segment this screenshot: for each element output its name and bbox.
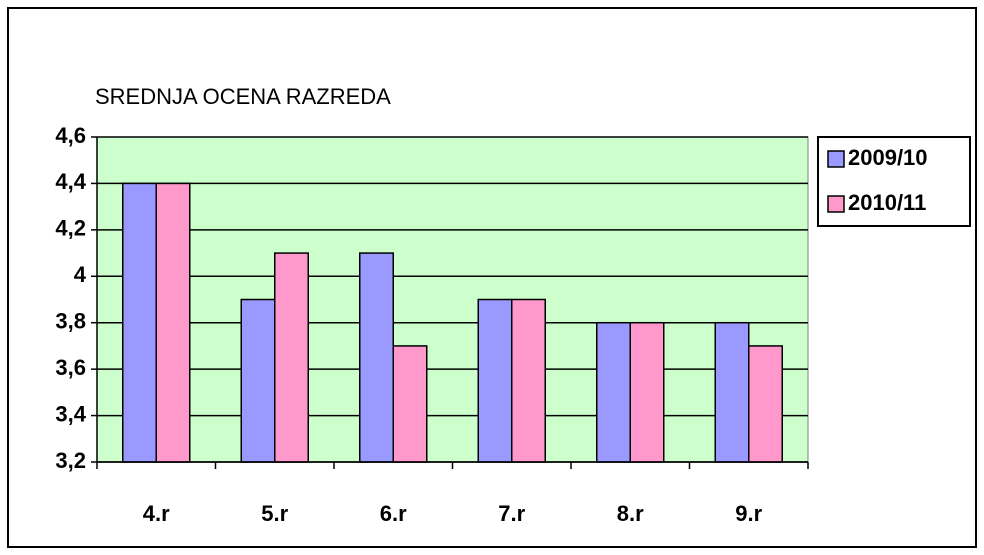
- bar: [240, 298, 276, 463]
- bar: [511, 298, 546, 463]
- bar: [274, 252, 309, 463]
- y-tick-label: 3,4: [55, 401, 86, 426]
- y-tick-label: 3,8: [55, 309, 86, 334]
- x-tick-label: 5.r: [261, 501, 288, 526]
- bar: [122, 182, 157, 463]
- y-tick-label: 3,2: [55, 448, 86, 473]
- y-tick-label: 4,4: [55, 169, 86, 194]
- bar: [629, 321, 665, 463]
- y-tick-label: 4,2: [55, 216, 86, 241]
- x-tick-label: 9.r: [735, 501, 762, 526]
- legend-label: 2010/11: [848, 190, 926, 215]
- bar: [748, 345, 783, 463]
- legend-swatch: [827, 195, 845, 213]
- x-tick-label: 6.r: [380, 501, 407, 526]
- y-tick-label: 3,6: [55, 355, 86, 380]
- y-tick-label: 4,6: [55, 123, 86, 148]
- bar: [155, 182, 191, 463]
- bar: [714, 321, 750, 463]
- x-tick-label: 7.r: [498, 501, 525, 526]
- plot-area: [96, 136, 809, 463]
- chart-title: SREDNJA OCENA RAZREDA: [95, 84, 391, 109]
- legend-label: 2009/10: [848, 145, 928, 170]
- bar: [596, 321, 631, 463]
- x-tick-label: 4.r: [143, 501, 170, 526]
- bar: [359, 252, 394, 463]
- legend-swatch: [827, 150, 845, 168]
- bar: [392, 345, 428, 463]
- bar: [477, 298, 513, 463]
- y-tick-label: 4: [74, 262, 87, 287]
- x-tick-label: 8.r: [617, 501, 644, 526]
